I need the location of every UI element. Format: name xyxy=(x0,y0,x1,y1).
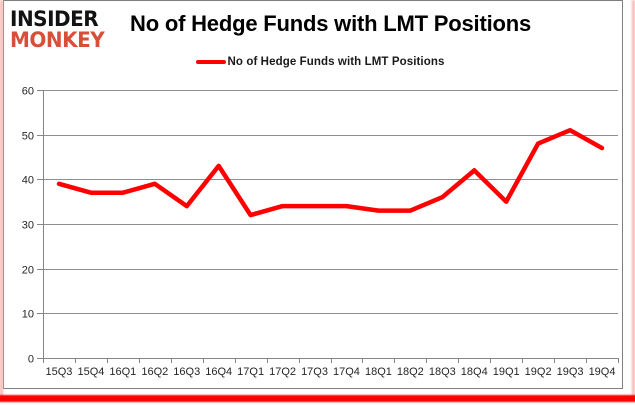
y-axis-label-40: 40 xyxy=(22,175,34,187)
x-axis-label-16Q3: 16Q3 xyxy=(173,366,200,378)
legend-line-swatch xyxy=(195,60,226,64)
red-glow-left xyxy=(0,0,3,397)
x-axis-label-19Q3: 19Q3 xyxy=(557,366,584,378)
x-axis-label-16Q1: 16Q1 xyxy=(109,366,136,378)
x-axis-label-19Q4: 19Q4 xyxy=(589,366,616,378)
legend-label: No of Hedge Funds with LMT Positions xyxy=(227,56,445,68)
x-axis-label-16Q4: 16Q4 xyxy=(205,366,232,378)
x-axis-label-16Q2: 16Q2 xyxy=(141,366,168,378)
red-glow-bottom xyxy=(0,395,635,402)
x-axis-label-17Q2: 17Q2 xyxy=(269,366,296,378)
x-axis-label-17Q3: 17Q3 xyxy=(301,366,328,378)
logo-line-insider: INSIDER xyxy=(10,5,99,32)
chart-svg: 0 10 20 30 40 50 60 15Q3 15Q4 16Q1 16Q2 16Q3 16Q4 17Q… xyxy=(22,86,619,378)
x-axis-label-18Q3: 18Q3 xyxy=(429,366,456,378)
x-axis-label-18Q4: 18Q4 xyxy=(461,366,488,378)
logo-line-monkey: MONKEY xyxy=(10,26,105,52)
legend: No of Hedge Funds with LMT Positions xyxy=(4,56,622,68)
x-axis-label-18Q1: 18Q1 xyxy=(365,366,392,378)
y-axis-label-20: 20 xyxy=(22,265,34,277)
y-axis-label-50: 50 xyxy=(22,131,34,143)
x-axis-label-19Q1: 19Q1 xyxy=(493,366,520,378)
red-glow-right xyxy=(632,0,635,397)
x-axis-label-15Q4: 15Q4 xyxy=(77,366,104,378)
page-title: No of Hedge Funds with LMT Positions xyxy=(130,11,531,36)
hedge-fund-count-line xyxy=(56,127,605,218)
x-axis-label-18Q2: 18Q2 xyxy=(397,366,424,378)
y-axis-label-30: 30 xyxy=(22,220,34,232)
y-axis-label-0: 0 xyxy=(28,354,34,366)
y-axis-label-10: 10 xyxy=(22,309,34,321)
x-axis-label-19Q2: 19Q2 xyxy=(525,366,552,378)
x-axis-label-15Q3: 15Q3 xyxy=(46,366,73,378)
x-axis-label-17Q1: 17Q1 xyxy=(237,366,264,378)
chart-frame: INSIDER MONKEY No of Hedge Funds with LM… xyxy=(3,0,623,389)
y-axis-label-60: 60 xyxy=(22,86,34,98)
insider-monkey-logo: INSIDER MONKEY xyxy=(10,5,105,52)
x-axis-label-17Q4: 17Q4 xyxy=(333,366,360,378)
